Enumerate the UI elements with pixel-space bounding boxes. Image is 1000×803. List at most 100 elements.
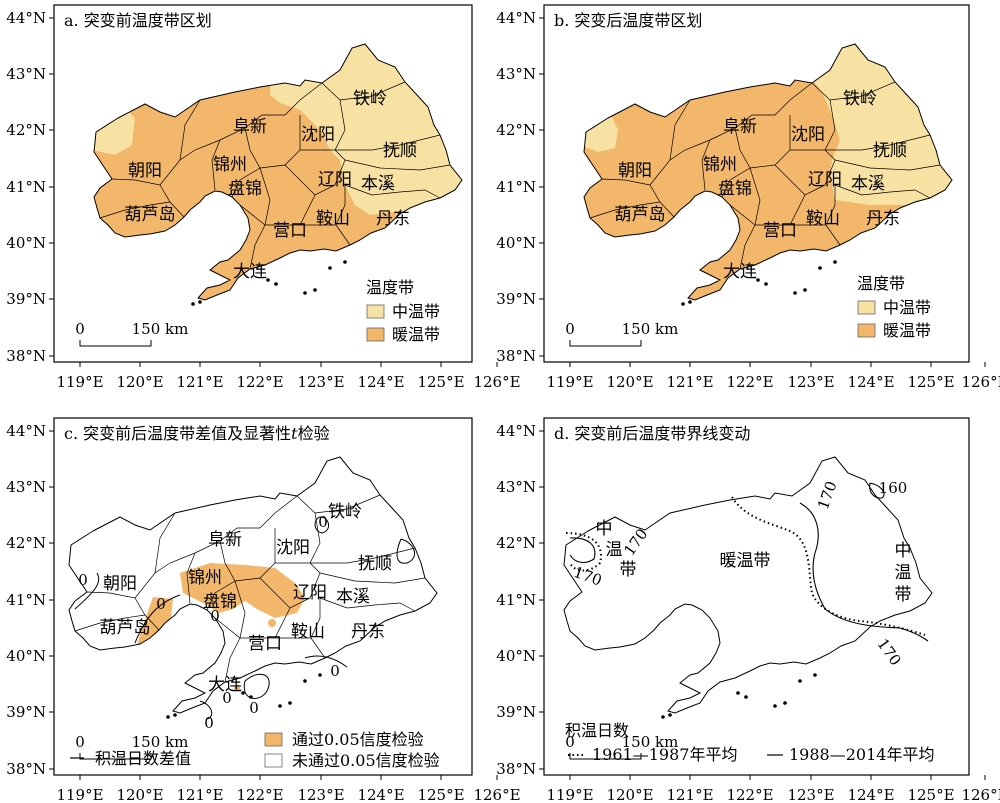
significant-spot bbox=[268, 619, 276, 627]
city-label: 营口 bbox=[763, 221, 797, 241]
legend-swatch-significant bbox=[264, 732, 283, 747]
x-tick-label: 119°E bbox=[546, 786, 593, 803]
island bbox=[266, 278, 270, 282]
city-label: 本溪 bbox=[336, 587, 370, 607]
x-tick-label: 120°E bbox=[116, 786, 163, 803]
city-label: 抚顺 bbox=[383, 141, 417, 161]
x-tick-label: 122°E bbox=[236, 373, 283, 391]
city-label: 丹东 bbox=[866, 209, 900, 229]
y-tick-label: 39°N bbox=[496, 703, 536, 721]
scale-bar bbox=[569, 340, 642, 347]
island bbox=[783, 701, 787, 705]
city-label: 本溪 bbox=[361, 174, 395, 194]
y-tick-label: 41°N bbox=[6, 591, 46, 609]
boundary-1988-2014-west bbox=[569, 537, 596, 564]
city-label: 阜新 bbox=[208, 530, 242, 550]
x-tick-label: 126°E bbox=[473, 373, 520, 391]
x-tick-label: 121°E bbox=[176, 373, 223, 391]
island bbox=[274, 282, 278, 286]
x-tick-label: 121°E bbox=[176, 786, 223, 803]
x-tick-label: 124°E bbox=[847, 786, 894, 803]
island bbox=[303, 679, 307, 683]
significant-area bbox=[180, 563, 305, 618]
island bbox=[288, 701, 292, 705]
zone-label-mid-east: 中 bbox=[895, 541, 912, 561]
zone-label-mid-west: 中 bbox=[596, 519, 613, 539]
island bbox=[303, 291, 307, 295]
city-label: 葫芦岛 bbox=[615, 205, 666, 225]
scale-bar-zero: 0 bbox=[565, 320, 575, 338]
island bbox=[313, 288, 317, 292]
city-label: 营口 bbox=[273, 221, 307, 241]
scale-bar-label: 150 km bbox=[622, 733, 679, 751]
x-tick-label: 123°E bbox=[787, 786, 834, 803]
island bbox=[818, 266, 822, 270]
legend-label: 通过0.05信度检验 bbox=[292, 730, 424, 749]
x-tick-label: 120°E bbox=[606, 786, 653, 803]
y-tick-label: 44°N bbox=[6, 422, 46, 440]
scale-bar bbox=[79, 340, 152, 347]
city-label: 葫芦岛 bbox=[125, 205, 176, 225]
y-tick-label: 41°N bbox=[496, 178, 536, 196]
contour-label: 0 bbox=[330, 662, 340, 680]
zone-label-mid-east: 带 bbox=[895, 585, 912, 605]
scale-bar-label: 150 km bbox=[132, 320, 189, 338]
city-label: 辽阳 bbox=[808, 170, 842, 190]
legend-swatch-mid-temperate bbox=[857, 300, 876, 315]
x-tick-label: 124°E bbox=[357, 786, 404, 803]
contour-160 bbox=[869, 482, 885, 499]
legend-label: 暖温带 bbox=[883, 321, 931, 340]
city-label: 盘锦 bbox=[203, 592, 237, 612]
legend-title: 温度带 bbox=[857, 274, 905, 293]
legend-label: 中温带 bbox=[392, 302, 440, 321]
y-tick-label: 41°N bbox=[6, 178, 46, 196]
x-tick-label: 125°E bbox=[417, 786, 464, 803]
legend-label: 中温带 bbox=[883, 298, 931, 317]
y-tick-label: 39°N bbox=[6, 703, 46, 721]
island bbox=[668, 713, 672, 717]
zone-label-mid-east: 温 bbox=[895, 563, 912, 583]
y-tick-label: 42°N bbox=[496, 121, 536, 139]
x-tick-label: 122°E bbox=[236, 786, 283, 803]
city-label: 朝阳 bbox=[618, 161, 652, 181]
x-tick-label: 124°E bbox=[357, 373, 404, 391]
y-tick-label: 40°N bbox=[6, 647, 46, 665]
island bbox=[833, 260, 837, 264]
island bbox=[681, 302, 685, 306]
y-tick-label: 42°N bbox=[6, 534, 46, 552]
zone-label-warm: 暖温带 bbox=[720, 551, 771, 571]
island bbox=[318, 673, 322, 677]
island bbox=[756, 278, 760, 282]
x-tick-label: 125°E bbox=[417, 373, 464, 391]
x-tick-label: 126°E bbox=[961, 786, 1000, 803]
city-label: 葫芦岛 bbox=[100, 618, 151, 638]
significant-spot bbox=[234, 685, 240, 691]
city-label: 辽阳 bbox=[318, 170, 352, 190]
city-label: 鞍山 bbox=[291, 622, 325, 642]
contour-label: 0 bbox=[210, 607, 220, 625]
difference-contour bbox=[243, 673, 270, 699]
legend-label: 未通过0.05信度检验 bbox=[292, 751, 440, 770]
y-tick-label: 39°N bbox=[496, 290, 536, 308]
city-label: 朝阳 bbox=[103, 574, 137, 594]
y-tick-label: 38°N bbox=[6, 760, 46, 778]
x-tick-label: 121°E bbox=[666, 373, 713, 391]
scale-bar-zero: 0 bbox=[75, 733, 85, 751]
city-label: 阜新 bbox=[233, 117, 267, 137]
island bbox=[278, 704, 282, 708]
legend-label: 暖温带 bbox=[392, 325, 440, 344]
legend-swatch-warm-temperate bbox=[857, 323, 876, 338]
city-label: 铁岭 bbox=[328, 502, 362, 522]
y-tick-label: 44°N bbox=[6, 9, 46, 27]
y-tick-label: 40°N bbox=[6, 234, 46, 252]
x-tick-label: 119°E bbox=[56, 373, 103, 391]
map-d bbox=[563, 456, 933, 719]
city-label: 锦州 bbox=[703, 155, 737, 175]
legend-title: 温度带 bbox=[366, 278, 414, 297]
island bbox=[688, 300, 692, 304]
scale-bar-label: 150 km bbox=[622, 320, 679, 338]
city-label: 朝阳 bbox=[128, 161, 162, 181]
panel-title: b. 突变后温度带区划 bbox=[554, 11, 702, 30]
